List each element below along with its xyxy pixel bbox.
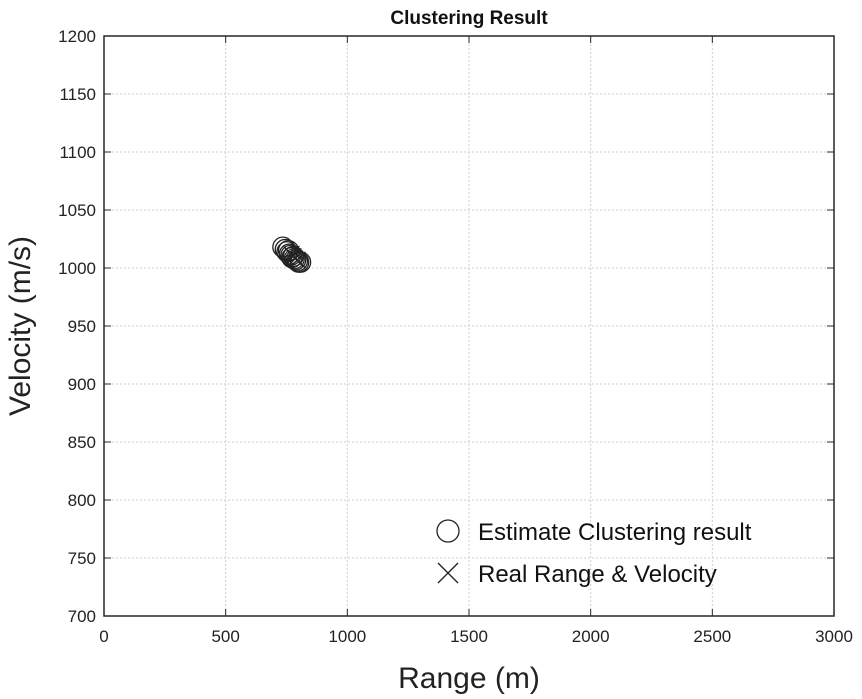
y-tick-label: 900: [68, 375, 96, 394]
y-axis-label: Velocity (m/s): [4, 236, 37, 416]
y-tick-label: 950: [68, 317, 96, 336]
data-point-real: [288, 251, 306, 269]
y-tick-label: 1200: [58, 27, 96, 46]
chart-title: Clustering Result: [390, 8, 548, 29]
x-tick-label: 2000: [572, 627, 610, 646]
cross-stroke: [437, 562, 459, 584]
y-tick-label: 1000: [58, 259, 96, 278]
tick-marks: [103, 35, 835, 617]
x-axis-label: Range (m): [398, 662, 540, 695]
x-tick-label: 1000: [328, 627, 366, 646]
data-point-real: [286, 250, 304, 268]
cross-stroke: [286, 250, 304, 268]
y-tick-label: 850: [68, 433, 96, 452]
legend-entry-estimate: Estimate Clustering result: [478, 519, 752, 546]
legend-marker-cross: [437, 562, 459, 584]
cross-stroke: [288, 251, 306, 269]
x-tick-label: 0: [99, 627, 108, 646]
data-point-estimate: [282, 245, 304, 268]
legend-circle-icon: [436, 519, 460, 543]
data-markers: [272, 236, 312, 273]
y-tick-label: 1050: [58, 201, 96, 220]
tick-labels: 0 500 1000 1500 2000 2500 3000 700 750 800 850 900 9…: [58, 27, 853, 646]
legend: Estimate Clustering result Real Range & …: [436, 519, 752, 588]
y-tick-label: 1100: [59, 143, 96, 162]
legend-entry-real: Real Range & Velocity: [478, 561, 717, 588]
x-tick-label: 2500: [693, 627, 731, 646]
data-point-estimate: [283, 248, 305, 270]
y-tick-label: 750: [68, 549, 96, 568]
data-point-estimate: [289, 251, 312, 273]
grid-lines: [104, 36, 834, 616]
x-tick-label: 1500: [450, 627, 488, 646]
x-tick-label: 3000: [815, 627, 853, 646]
x-tick-label: 500: [211, 627, 239, 646]
y-tick-label: 1150: [59, 85, 96, 104]
legend-cross-icon: [437, 562, 459, 584]
legend-marker-circle: [436, 519, 460, 543]
y-tick-label: 800: [68, 491, 96, 510]
y-tick-label: 700: [68, 607, 96, 626]
